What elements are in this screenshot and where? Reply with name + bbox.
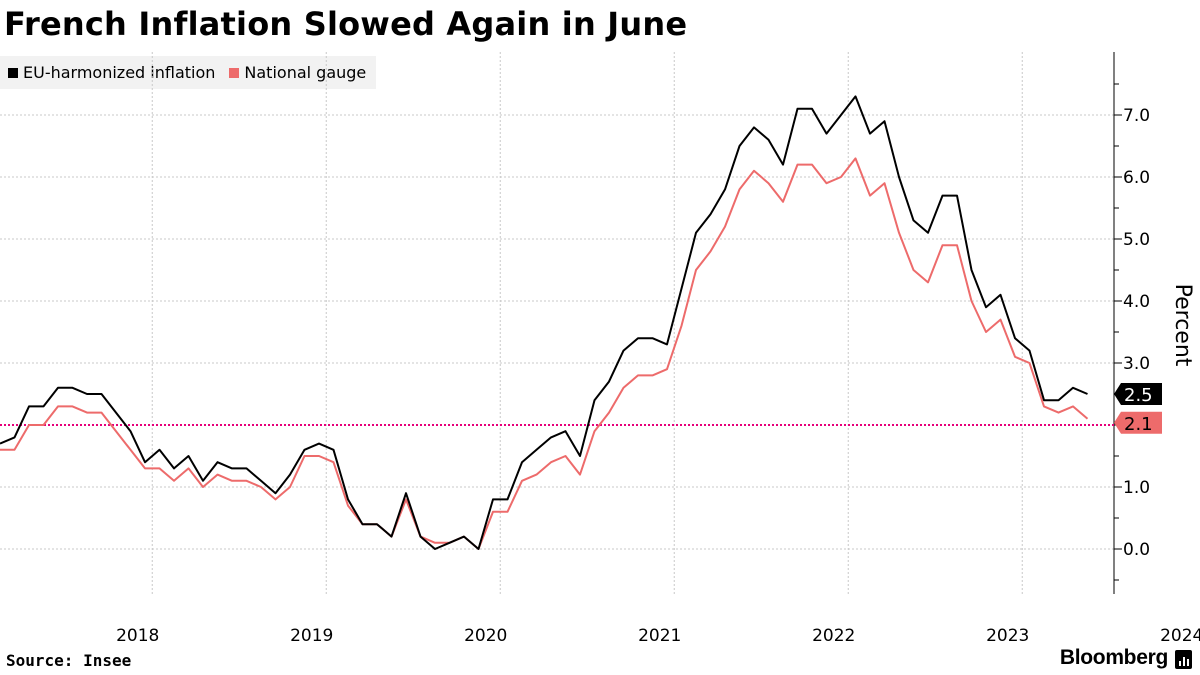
legend-label-eu: EU-harmonized inflation <box>23 63 216 82</box>
y-tick-label-4.0: 4.0 <box>1123 292 1150 312</box>
y-tick-label-3.0: 3.0 <box>1123 354 1150 374</box>
last-value-flag-national-gauge: 2.1 <box>1114 411 1162 435</box>
y-tick-label-7.0: 7.0 <box>1123 106 1150 126</box>
last-value-flag-shape-0 <box>1114 383 1162 405</box>
legend-swatch-eu <box>8 67 18 78</box>
legend-item-national: National gauge <box>229 63 366 82</box>
bloomberg-bars-icon <box>1175 650 1192 669</box>
x-tick-label-2024: 2024 <box>1160 626 1200 646</box>
chart-title: French Inflation Slowed Again in June <box>4 5 688 43</box>
y-axis-title: Percent <box>1170 284 1195 367</box>
legend-label-national: National gauge <box>244 63 367 82</box>
legend-swatch-national <box>229 67 240 78</box>
series-line-national-gauge <box>0 157 1089 550</box>
series-line-eu-harmonized <box>0 95 1088 550</box>
last-value-label-0: 2.5 <box>1124 385 1153 406</box>
brand-logo-text: Bloomberg <box>1059 646 1168 669</box>
y-tick-label-1.0: 1.0 <box>1123 478 1150 498</box>
legend-item-eu: EU-harmonized inflation <box>8 63 215 82</box>
x-tick-label-2019: 2019 <box>290 626 333 646</box>
y-tick-label-5.0: 5.0 <box>1123 230 1150 250</box>
x-tick-label-2022: 2022 <box>812 626 855 646</box>
last-value-flag-shape-1 <box>1114 411 1162 434</box>
x-tick-label-2023: 2023 <box>986 626 1029 646</box>
last-value-label-1: 2.1 <box>1124 414 1153 435</box>
y-tick-label-0.0: 0.0 <box>1123 540 1150 560</box>
x-tick-label-2021: 2021 <box>638 626 681 646</box>
legend: EU-harmonized inflation National gauge <box>0 56 377 89</box>
source-note: Source: Insee <box>6 651 132 670</box>
y-tick-label-6.0: 6.0 <box>1123 168 1150 188</box>
x-tick-label-2018: 2018 <box>116 626 159 646</box>
x-tick-label-2020: 2020 <box>464 626 507 646</box>
last-value-flag-eu-harmonized: 2.5 <box>1114 383 1162 406</box>
